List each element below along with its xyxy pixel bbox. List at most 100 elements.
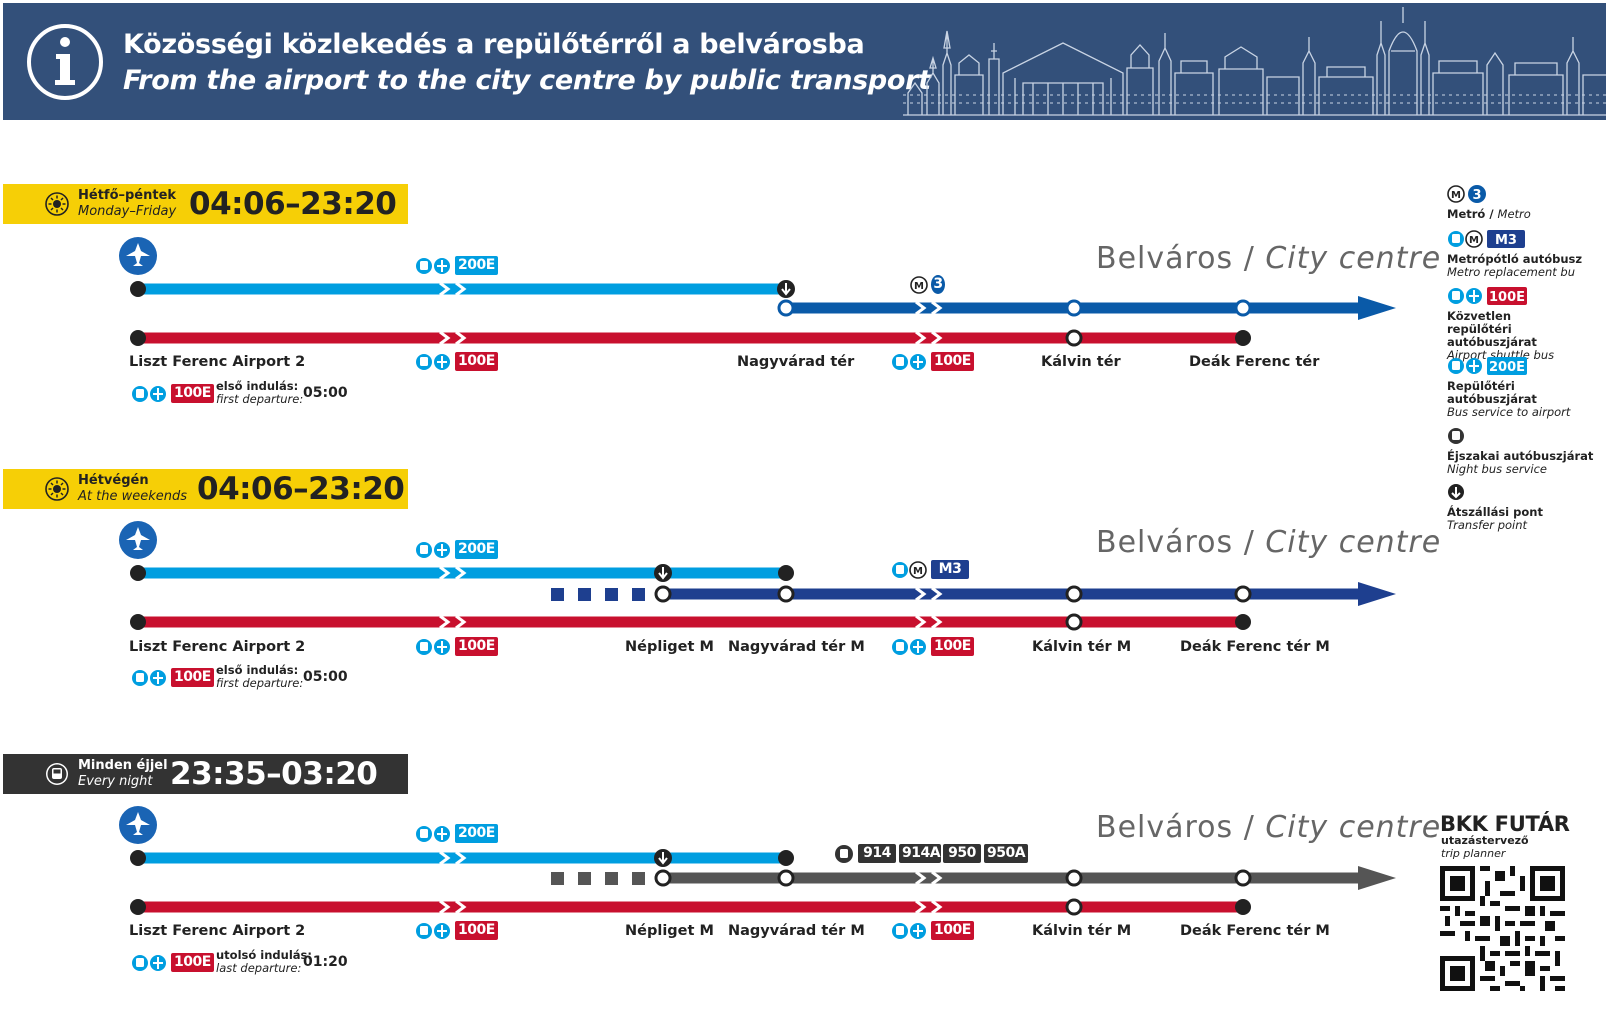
stop-dot [1234,299,1252,317]
bus-airport-icons: 100E [1448,287,1527,305]
route-badge-100e: 100E [171,668,214,687]
legend-label-en: Bus service to airport [1447,405,1571,419]
route-badge-914: 914 [858,844,896,863]
stop-dot [1065,869,1083,887]
stop-dot [1234,869,1252,887]
transfer-icon [1448,484,1464,500]
bus-metro-icons: M [892,561,927,579]
band-hours: 04:06–23:20 [197,471,405,507]
sun-icon [45,192,69,216]
departure-label-hu: utolsó indulás: [216,948,312,962]
band-label-en: Every night [78,774,153,789]
stop-label: Liszt Ferenc Airport 2 [129,923,306,939]
band-label-en: Monday–Friday [78,204,177,219]
departure-time: 05:00 [303,669,348,685]
route-badge-100e: 100E [931,637,974,656]
route-badge-914a: 914A [899,844,941,863]
route-diagram-weekend: Belváros / City centre 200E M M3 100E 10… [0,514,1440,744]
qr-code[interactable] [1440,866,1565,991]
bus-airport-icons: 200E [1448,357,1527,375]
stop-dot [1235,899,1251,915]
stop-label: Liszt Ferenc Airport 2 [129,639,306,655]
band-label-en: At the weekends [78,489,188,504]
info-icon [27,24,103,100]
legend-label-hu: Metró / Metro [1447,207,1531,221]
bus-airport-icons [416,826,450,842]
stop-label: Kálvin tér [1041,354,1121,370]
legend-label-hu: Metrópótló autóbusz [1447,252,1583,266]
night-bus-icon [835,845,853,863]
stop-label: Népliget M [625,639,714,655]
legend-transfer-point: Átszállási pont Transfer point [1447,482,1606,532]
legend-label-hu: Repülőtéri autóbuszjárat [1447,379,1537,406]
svg-text:M: M [914,281,924,292]
svg-text:200E: 200E [1489,360,1525,375]
stop-dot [130,850,146,866]
stop-label: Deák Ferenc tér M [1180,923,1330,939]
svg-text:M: M [1451,190,1461,201]
stop-label: Nagyvárad tér M [728,923,865,939]
arrow-head [1358,866,1396,890]
stop-dot [1065,329,1083,347]
band-label-hu: Hétfő–péntek [78,188,177,203]
bus-airport-icons [416,923,450,939]
stop-dot [1235,330,1251,346]
route-badge-200e: 200E [455,256,498,275]
stop-label: Deák Ferenc tér M [1180,639,1330,655]
bus-airport-icons [416,354,450,370]
bus-airport-icons [892,923,926,939]
route-badge-100e: 100E [455,637,498,656]
bus-airport-icons [416,639,450,655]
stop-label: Kálvin tér M [1032,923,1132,939]
legend-metro-replacement: M M3 Metrópótló autóbusz Metro replacemen… [1447,229,1606,279]
band-hours: 04:06–23:20 [189,186,397,222]
page-title-hu: Közösségi közlekedés a repülőtérről a be… [123,29,865,60]
page-title-en: From the airport to the city centre by p… [123,65,931,96]
futar-title: BKK FUTÁR [1440,812,1570,836]
bus-airport-icons [892,639,926,655]
walk-dashes [551,588,645,601]
route-badge-100e: 100E [455,352,498,371]
route-badge-100e: 100E [931,921,974,940]
budapest-skyline-illustration [903,7,1606,116]
stop-dot [130,330,146,346]
svg-text:M: M [1469,235,1479,246]
stop-dot [1234,585,1252,603]
city-centre-label: Belváros / City centre [1096,810,1442,845]
stop-dot [777,869,795,887]
legend-label-hu: Átszállási pont [1447,505,1543,519]
stop-dot [1065,898,1083,916]
departure-label-hu: első indulás: [216,663,299,677]
route-lines-weekend [119,521,1396,631]
stop-dot [1235,614,1251,630]
stop-dot [654,869,672,887]
stop-label: Liszt Ferenc Airport 2 [129,354,306,370]
stop-label: Nagyvárad tér M [728,639,865,655]
arrow-head [1358,296,1396,320]
departure-time: 01:20 [303,954,348,970]
band-label-hu: Minden éjjel [78,758,168,773]
departure-label-en: first departure: [216,676,304,690]
stop-dot [130,565,146,581]
schedule-band-weekend: Hétvégén At the weekends 04:06–23:20 [3,469,408,509]
stop-label: Népliget M [625,923,714,939]
route-badge-m3: M3 [931,560,969,579]
bus-metro-icons: M M3 [1448,230,1525,248]
route-badge-950: 950 [943,844,981,863]
stop-dot [654,585,672,603]
band-hours: 23:35–03:20 [170,756,378,792]
stop-dot [777,299,795,317]
stop-dot [1065,585,1083,603]
svg-text:M3: M3 [1495,233,1517,248]
bus-airport-icons [892,354,926,370]
svg-text:M: M [913,566,923,577]
route-lines-weekday [119,237,1396,347]
route-badge-100e: 100E [171,384,214,403]
route-diagram-weekday: Belváros / City centre 200E M 3 100E 100… [0,230,1440,460]
sun-icon [45,477,69,501]
departure-label-hu: első indulás: [216,379,299,393]
route-badge-100e: 100E [931,352,974,371]
legend-night-bus: Éjszakai autóbuszjárat Night bus service [1447,426,1606,476]
svg-text:100E: 100E [1489,290,1525,305]
